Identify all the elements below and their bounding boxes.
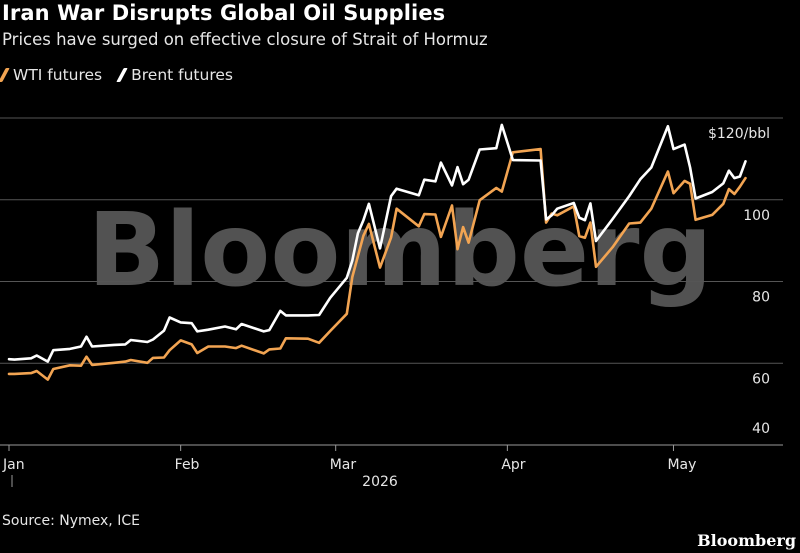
bloomberg-logo: Bloomberg [697,531,796,550]
chart-subtitle: Prices have surged on effective closure … [2,30,488,49]
x-tick-label-feb: Feb [175,457,200,473]
y-tick-label-40: 40 [752,421,770,437]
y-axis-labels: 40 60 80 100 $120/bbl [708,126,770,437]
source-note: Source: Nymex, ICE [2,513,140,529]
y-tick-label-60: 60 [752,371,770,387]
x-tick-label-mar: Mar [330,457,357,473]
legend-item-brent: Brent futures [116,66,233,84]
x-axis-year-label: 2026 [362,474,398,490]
x-tick-label-may: May [667,457,696,473]
y-tick-label-100: 100 [743,208,770,224]
legend-label-wti: WTI futures [13,66,103,84]
series-line-wti [7,147,747,381]
legend-item-wti: WTI futures [0,66,103,84]
series-lines [7,123,747,381]
y-tick-label-80: 80 [752,290,770,306]
series-line-brent [7,123,747,363]
legend-swatch-wti [0,68,10,82]
legend-label-brent: Brent futures [131,66,233,84]
x-axis: Jan Feb Mar Apr May 2026 [0,444,783,490]
x-tick-label-apr: Apr [501,457,525,473]
y-tick-label-120: $120/bbl [708,126,770,142]
legend-swatch-brent [116,68,128,82]
x-tick-label-jan: Jan [2,457,25,473]
chart-legend: WTI futures Brent futures [0,64,251,86]
chart-title: Iran War Disrupts Global Oil Supplies [2,1,446,25]
